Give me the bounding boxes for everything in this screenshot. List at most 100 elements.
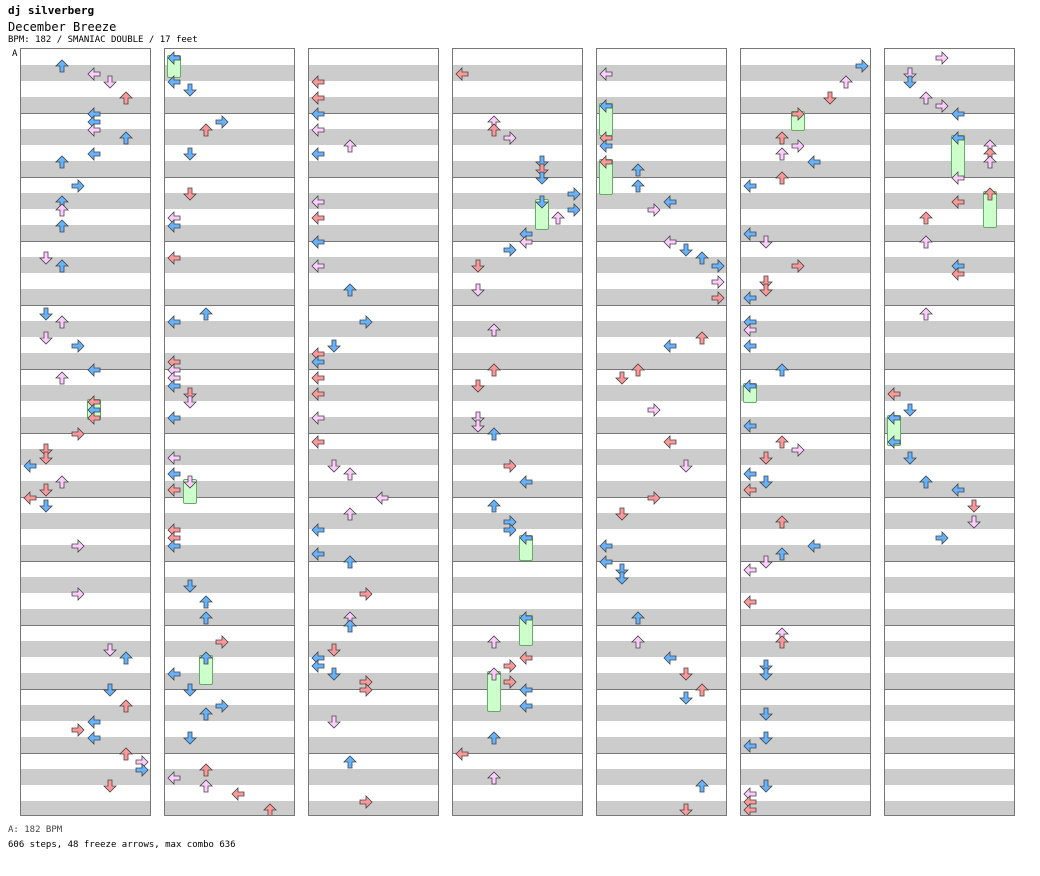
step-arrow-icon <box>71 339 85 353</box>
step-arrow-icon <box>903 451 917 465</box>
measure-line <box>597 625 726 626</box>
measure-line <box>21 177 150 178</box>
step-arrow-icon <box>311 107 325 121</box>
step-arrow-icon <box>263 803 277 815</box>
step-arrow-icon <box>199 611 213 625</box>
step-arrow-icon <box>615 571 629 585</box>
step-arrow-icon <box>487 771 501 785</box>
measure-line <box>21 369 150 370</box>
step-arrow-icon <box>167 411 181 425</box>
measure-line <box>453 241 582 242</box>
measure-line <box>21 625 150 626</box>
step-arrow-icon <box>167 355 181 369</box>
measure-line <box>741 561 870 562</box>
measure-line <box>885 241 1014 242</box>
step-arrow-icon <box>199 707 213 721</box>
step-arrow-icon <box>519 611 533 625</box>
step-arrow-icon <box>711 291 725 305</box>
step-arrow-icon <box>167 371 181 385</box>
measure-line <box>309 497 438 498</box>
step-arrow-icon <box>951 267 965 281</box>
step-arrow-icon <box>167 523 181 537</box>
step-arrow-icon <box>311 371 325 385</box>
step-arrow-icon <box>503 459 517 473</box>
measure-line <box>453 561 582 562</box>
measure-line <box>741 625 870 626</box>
step-arrow-icon <box>775 515 789 529</box>
step-arrow-icon <box>487 363 501 377</box>
step-arrow-icon <box>631 635 645 649</box>
step-arrow-icon <box>759 235 773 249</box>
step-arrow-icon <box>759 555 773 569</box>
measure-line <box>21 113 150 114</box>
step-arrow-icon <box>103 683 117 697</box>
step-arrow-icon <box>103 643 117 657</box>
measure-line <box>165 113 294 114</box>
step-arrow-icon <box>679 459 693 473</box>
step-arrow-icon <box>87 147 101 161</box>
step-arrow-icon <box>775 147 789 161</box>
step-arrow-icon <box>455 747 469 761</box>
step-arrow-icon <box>487 323 501 337</box>
measure-line <box>21 497 150 498</box>
step-arrow-icon <box>503 243 517 257</box>
step-arrow-icon <box>183 395 197 409</box>
step-arrow-icon <box>503 675 517 689</box>
step-arrow-icon <box>455 67 469 81</box>
step-arrow-icon <box>567 203 581 217</box>
step-arrow-icon <box>311 123 325 137</box>
step-arrow-icon <box>919 475 933 489</box>
step-arrow-icon <box>487 667 501 681</box>
step-arrow-icon <box>55 203 69 217</box>
step-arrow-icon <box>39 451 53 465</box>
measure-line <box>885 305 1014 306</box>
step-arrow-icon <box>935 531 949 545</box>
step-arrow-icon <box>551 211 565 225</box>
step-arrow-icon <box>743 419 757 433</box>
measure-line <box>453 113 582 114</box>
step-arrow-icon <box>167 379 181 393</box>
step-arrow-icon <box>343 755 357 769</box>
step-arrow-icon <box>711 259 725 273</box>
step-arrow-icon <box>631 611 645 625</box>
step-arrow-icon <box>39 331 53 345</box>
chart-column <box>740 48 871 816</box>
step-arrow-icon <box>87 363 101 377</box>
step-arrow-icon <box>487 731 501 745</box>
step-arrow-icon <box>71 179 85 193</box>
measure-line <box>597 753 726 754</box>
step-arrow-icon <box>39 443 53 457</box>
measure-line <box>885 497 1014 498</box>
stats-line: 606 steps, 48 freeze arrows, max combo 6… <box>8 840 236 850</box>
step-arrow-icon <box>311 355 325 369</box>
step-arrow-icon <box>183 187 197 201</box>
step-arrow-icon <box>327 459 341 473</box>
step-arrow-icon <box>791 443 805 457</box>
measure-line <box>597 689 726 690</box>
artist-name: dj silverberg <box>8 4 95 17</box>
step-arrow-icon <box>935 51 949 65</box>
measure-line <box>885 689 1014 690</box>
step-arrow-icon <box>903 67 917 81</box>
step-arrow-icon <box>55 59 69 73</box>
step-arrow-icon <box>167 539 181 553</box>
step-arrow-icon <box>695 683 709 697</box>
step-arrow-icon <box>71 723 85 737</box>
step-arrow-icon <box>887 411 901 425</box>
step-arrow-icon <box>599 539 613 553</box>
step-arrow-icon <box>199 123 213 137</box>
step-arrow-icon <box>215 635 229 649</box>
step-arrow-icon <box>311 347 325 361</box>
step-arrow-icon <box>183 475 197 489</box>
step-arrow-icon <box>663 339 677 353</box>
step-arrow-icon <box>951 483 965 497</box>
step-arrow-icon <box>167 315 181 329</box>
step-arrow-icon <box>311 651 325 665</box>
step-arrow-icon <box>311 435 325 449</box>
step-arrow-icon <box>311 387 325 401</box>
step-arrow-icon <box>599 131 613 145</box>
step-arrow-icon <box>951 107 965 121</box>
step-arrow-icon <box>471 379 485 393</box>
measure-line <box>309 241 438 242</box>
step-arrow-icon <box>679 803 693 815</box>
